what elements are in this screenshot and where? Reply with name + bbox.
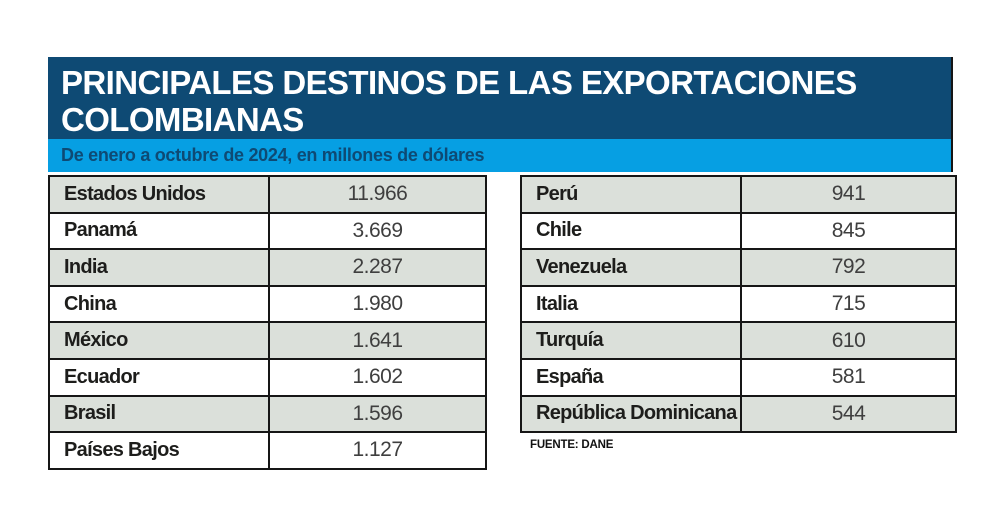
table-row: India 2.287 — [50, 250, 485, 287]
table-row: Brasil 1.596 — [50, 396, 485, 434]
country-cell: Países Bajos — [50, 433, 270, 468]
table-row: República Dominicana 544 — [522, 396, 955, 432]
table-row: Chile 845 — [522, 213, 955, 251]
value-cell: 715 — [831, 292, 866, 316]
value-cell: 845 — [831, 218, 866, 242]
value-cell: 941 — [831, 182, 866, 206]
value-cell: 610 — [831, 328, 866, 352]
country-cell: Perú — [522, 177, 742, 212]
tables-area: Estados Unidos 11.966 Panamá 3.669 India… — [48, 175, 957, 475]
table-row: Venezuela 792 — [522, 250, 955, 287]
country-cell: Ecuador — [50, 359, 270, 395]
title-band: PRINCIPALES DESTINOS DE LAS EXPORTACIONE… — [48, 57, 953, 139]
value-cell: 11.966 — [347, 182, 408, 206]
table-row: Perú 941 — [522, 177, 955, 214]
country-cell: Venezuela — [522, 250, 742, 285]
table-row: Estados Unidos 11.966 — [50, 177, 485, 214]
country-cell: Chile — [522, 213, 742, 249]
value-cell: 2.287 — [352, 255, 403, 279]
country-cell: Turquía — [522, 323, 742, 358]
table-row: Ecuador 1.602 — [50, 359, 485, 397]
subtitle-text: De enero a octubre de 2024, en millones … — [61, 145, 485, 165]
table-row: Panamá 3.669 — [50, 213, 485, 251]
page-title: PRINCIPALES DESTINOS DE LAS EXPORTACIONE… — [61, 64, 857, 138]
table-row: México 1.641 — [50, 323, 485, 360]
exports-table-left: Estados Unidos 11.966 Panamá 3.669 India… — [48, 175, 487, 470]
value-cell: 1.602 — [352, 365, 403, 389]
country-cell: España — [522, 359, 742, 395]
table-row: España 581 — [522, 359, 955, 397]
country-cell: Italia — [522, 286, 742, 322]
country-cell: Estados Unidos — [50, 177, 270, 212]
country-cell: India — [50, 250, 270, 285]
country-cell: Panamá — [50, 213, 270, 249]
country-cell: Brasil — [50, 396, 270, 432]
table-row: Italia 715 — [522, 286, 955, 324]
country-cell: República Dominicana — [522, 396, 742, 432]
value-cell: 3.669 — [352, 218, 403, 242]
value-cell: 792 — [831, 255, 866, 279]
table-row: Países Bajos 1.127 — [50, 433, 485, 468]
exports-table-right: Perú 941 Chile 845 Venezuela 792 Italia … — [520, 175, 957, 434]
table-row: Turquía 610 — [522, 323, 955, 360]
country-cell: México — [50, 323, 270, 358]
value-cell: 1.641 — [352, 328, 403, 352]
source-note: FUENTE: DANE — [530, 439, 614, 451]
subtitle-band: De enero a octubre de 2024, en millones … — [48, 139, 953, 172]
value-cell: 1.596 — [352, 401, 403, 425]
exports-infographic: PRINCIPALES DESTINOS DE LAS EXPORTACIONE… — [48, 57, 957, 475]
value-cell: 1.980 — [352, 292, 403, 316]
value-cell: 1.127 — [352, 438, 403, 462]
table-row: China 1.980 — [50, 286, 485, 324]
country-cell: China — [50, 286, 270, 322]
value-cell: 544 — [831, 401, 866, 425]
value-cell: 581 — [831, 365, 866, 389]
